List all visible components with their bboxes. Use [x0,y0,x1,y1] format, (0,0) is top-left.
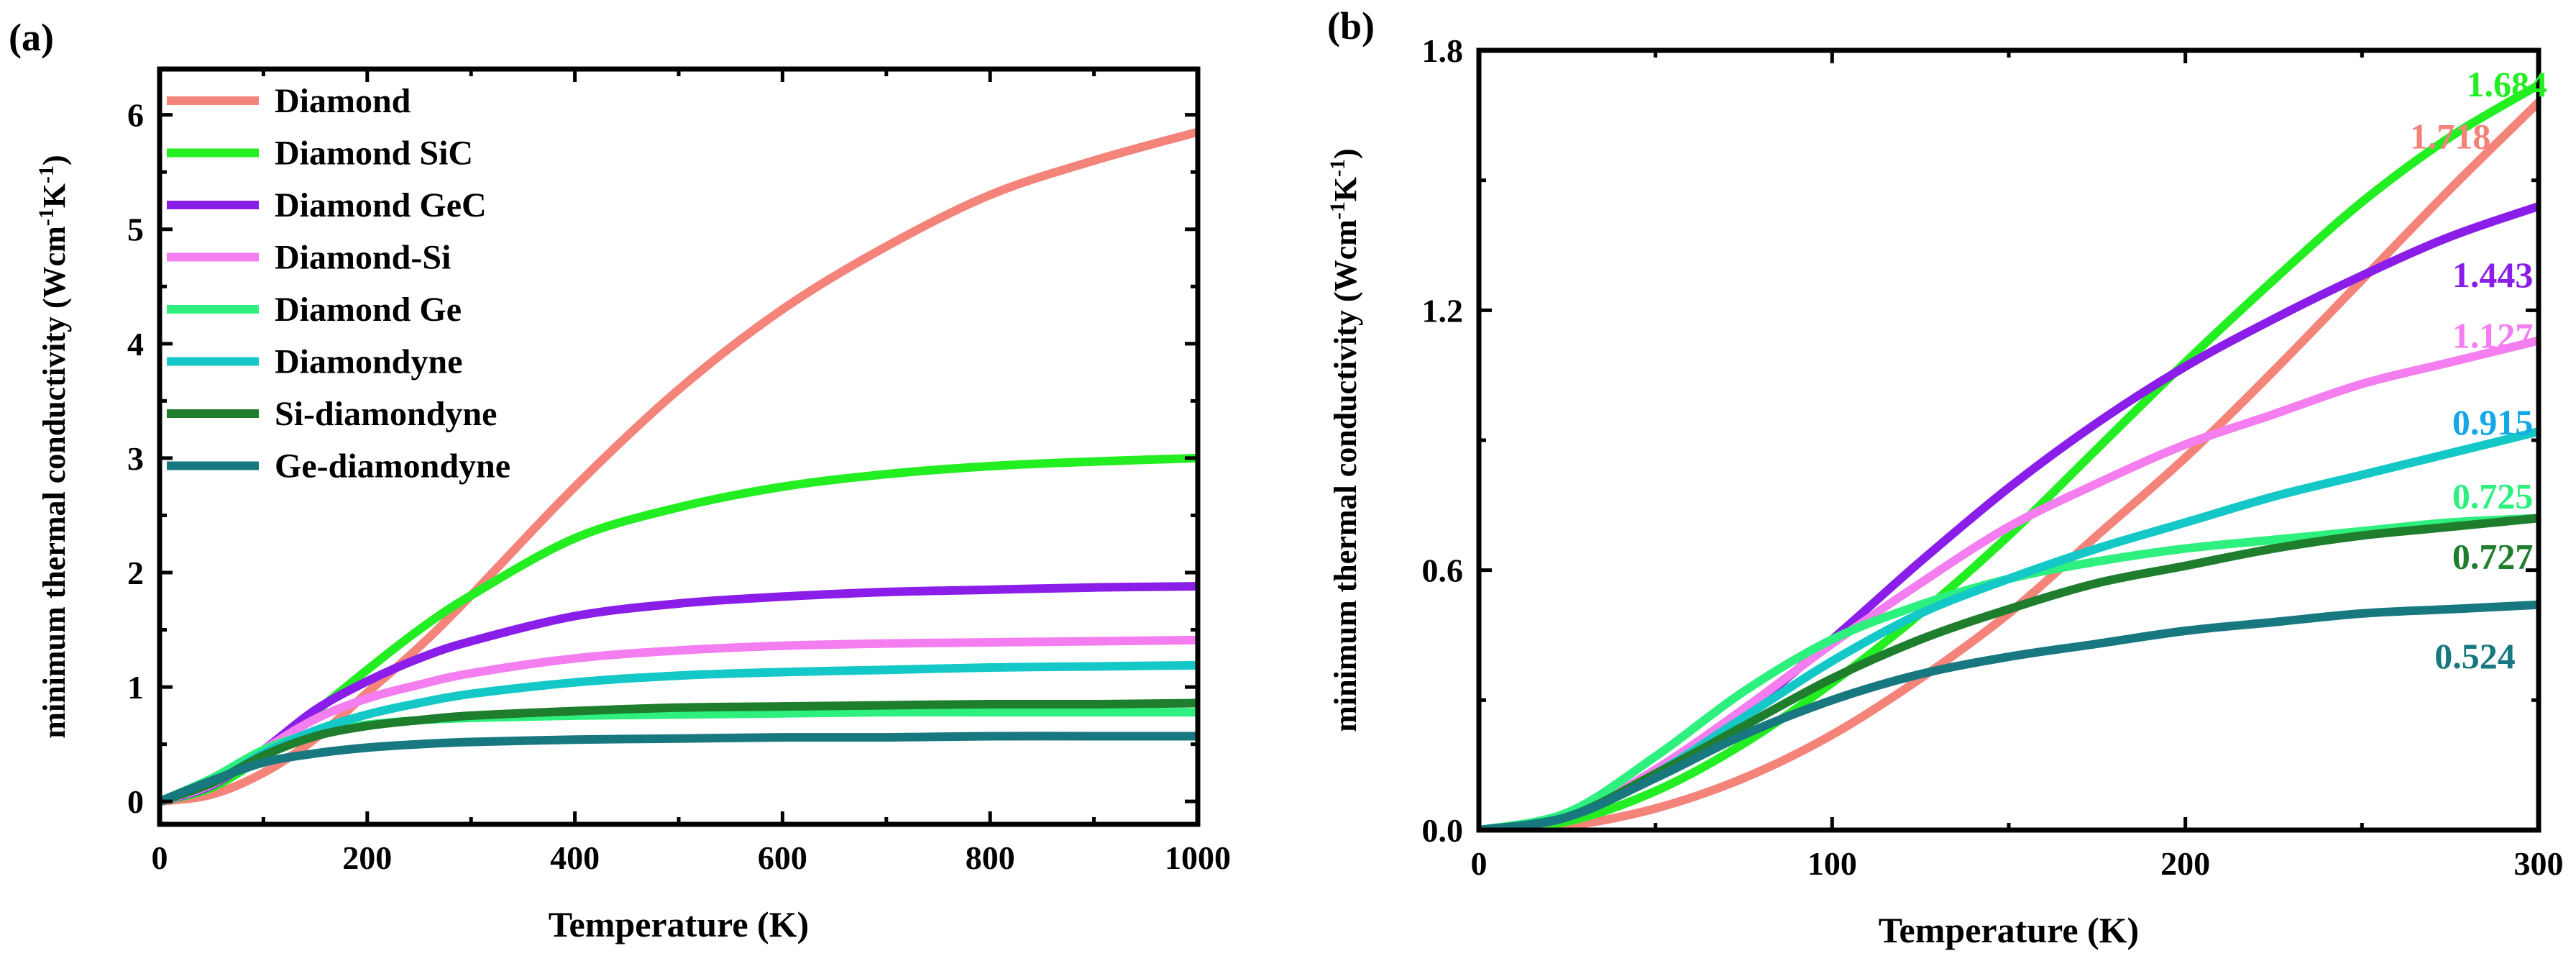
y-tick-label: 3 [127,440,144,477]
value-annotation: 1.127 [2452,315,2534,355]
plot-frame [1476,47,2541,833]
value-annotation: 0.725 [2452,475,2534,516]
y-tick-label: 1.8 [1422,32,1464,69]
x-tick-label: 800 [966,839,1015,876]
x-tick-label: 300 [2514,845,2564,882]
y-tick-label: 4 [127,326,144,363]
y-tick-label: 6 [127,97,144,134]
x-tick-label: 100 [1807,845,1857,882]
x-axis-title: Temperature (K) [1879,910,2139,950]
legend-label-si-diamondyne: Si-diamondyne [275,395,497,433]
series-line-diamond-gec [160,582,1198,806]
x-tick-label: 1000 [1165,839,1231,876]
legend-label-diamondyne: Diamondyne [275,343,462,381]
y-tick-label: 5 [127,211,144,248]
series-line-diamond-si [1479,336,2539,830]
x-axis-title: Temperature (K) [549,904,809,944]
y-tick-label: 2 [127,555,144,591]
series-group [1479,81,2539,830]
value-annotation: 1.443 [2452,255,2534,295]
legend-label-diamond-gec: Diamond GeC [275,186,487,224]
legend-label-ge-diamondyne: Ge-diamondyne [275,447,510,486]
legend: Diamond Diamond SiC Diamond GeC Diamond-Si D… [167,82,510,486]
y-axis-title: minimum thermal conductivity (Wcm-1K-1) [35,155,73,738]
series-line-diamond-si [160,635,1198,806]
y-tick-label: 1.2 [1422,292,1464,329]
legend-label-diamond-sic: Diamond SiC [275,135,473,173]
y-tick-label: 1 [127,669,144,706]
legend-label-diamond: Diamond [275,82,411,120]
y-tick-label: 0 [127,783,144,820]
value-annotation: 0.524 [2434,636,2516,676]
x-tick-label: 200 [2160,845,2210,882]
x-tick-label: 400 [550,839,600,876]
value-annotation: 1.718 [2410,116,2491,156]
x-tick-label: 0 [1471,845,1488,882]
series-group [160,127,1198,806]
x-tick-label: 0 [152,839,168,876]
value-annotation: 0.915 [2452,402,2534,442]
y-tick-label: 0.6 [1422,552,1464,589]
x-tick-label: 600 [758,839,807,876]
y-axis-title: minimum thermal conductivity (Wcm-1K-1) [1326,148,1364,732]
legend-label-diamond-si: Diamond-Si [275,239,451,277]
series-line-si-diamondyne [160,698,1198,806]
value-annotation: 0.727 [2452,537,2534,577]
x-tick-label: 200 [342,839,392,876]
value-annotation: 1.684 [2467,64,2548,104]
panel-a: (a) 0 200 400 600 800 1000 0 1 2 3 4 5 6 Temperature (… [9,16,1231,944]
panel-label: (a) [9,16,54,59]
y-tick-label: 0.0 [1422,812,1464,849]
series-line-ge-diamondyne [1479,600,2539,830]
series-line-diamond [160,127,1198,806]
series-line-diamond-gec [1479,201,2539,830]
series-line-ge-diamondyne [160,732,1198,806]
panel-label: (b) [1327,4,1375,47]
series-line-diamond-sic [1479,81,2539,830]
legend-label-diamond-ge: Diamond Ge [275,291,462,329]
panel-b: (b) 0 100 200 300 0.0 0.6 1.2 1.8 Temperature (K)… [1326,4,2564,950]
